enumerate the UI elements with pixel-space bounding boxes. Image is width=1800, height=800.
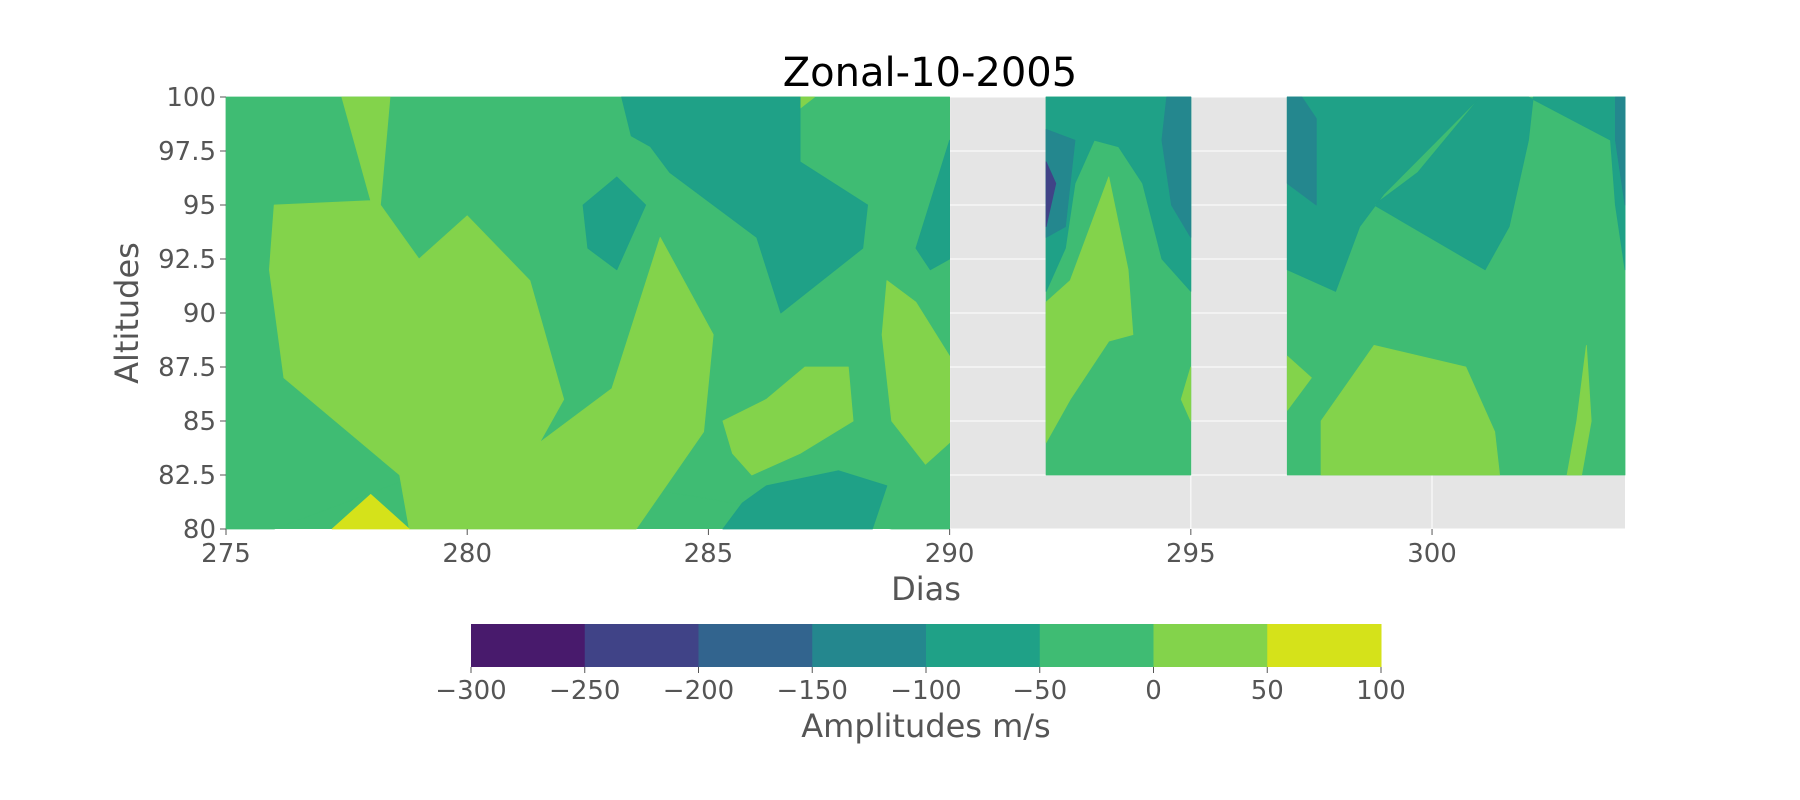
y-tick-label: 82.5 bbox=[158, 461, 216, 491]
colorbar: −300 −250 −200 −150 −100 −50 0 50 100 bbox=[435, 624, 1406, 706]
contour-band bbox=[1045, 176, 1134, 444]
contour-band bbox=[1286, 96, 1626, 292]
colorbar-tick-label: −300 bbox=[435, 676, 506, 706]
contour-band bbox=[1615, 96, 1626, 206]
colorbar-segment bbox=[812, 624, 927, 667]
y-axis-label: Altitudes bbox=[108, 242, 146, 384]
x-tick-label: 280 bbox=[442, 539, 492, 569]
colorbar-tick-label: −250 bbox=[549, 676, 620, 706]
contour-band bbox=[1180, 366, 1192, 422]
colorbar-tick-label: 100 bbox=[1356, 676, 1406, 706]
contour-band bbox=[1320, 344, 1500, 476]
plot-area bbox=[225, 96, 1626, 530]
y-tick-label: 80 bbox=[183, 515, 216, 545]
y-tick-label: 97.5 bbox=[158, 137, 216, 167]
x-tick-label: 295 bbox=[1166, 539, 1216, 569]
x-tick-label: 300 bbox=[1407, 539, 1457, 569]
x-axis-ticks: 275 280 285 290 295 300 bbox=[201, 529, 1457, 569]
colorbar-tick-label: 50 bbox=[1251, 676, 1284, 706]
colorbar-tick-label: −150 bbox=[777, 676, 848, 706]
contour-band bbox=[582, 176, 647, 271]
contour-band bbox=[722, 366, 854, 476]
contour-band bbox=[1566, 344, 1592, 476]
colorbar-segment bbox=[698, 624, 813, 667]
y-tick-label: 85 bbox=[183, 407, 216, 437]
x-axis-label: Dias bbox=[891, 570, 961, 608]
y-axis-ticks: 80 82.5 85 87.5 90 92.5 95 97.5 100 bbox=[158, 83, 226, 545]
colorbar-segment bbox=[1153, 624, 1268, 667]
x-tick-label: 290 bbox=[925, 539, 975, 569]
colorbar-segment bbox=[926, 624, 1041, 667]
y-tick-label: 95 bbox=[183, 191, 216, 221]
contour-band bbox=[722, 470, 888, 530]
colorbar-tick-label: −100 bbox=[890, 676, 961, 706]
colorbar-tick-label: 0 bbox=[1145, 676, 1162, 706]
contour-band bbox=[1286, 355, 1312, 411]
colorbar-tick-label: −50 bbox=[1012, 676, 1067, 706]
chart-title: Zonal-10-2005 bbox=[783, 50, 1077, 96]
y-tick-label: 100 bbox=[166, 83, 216, 113]
contour-band bbox=[1286, 96, 1317, 206]
x-tick-label: 275 bbox=[201, 539, 251, 569]
contour-band bbox=[621, 96, 868, 314]
colorbar-tick-label: −200 bbox=[663, 676, 734, 706]
y-tick-label: 90 bbox=[183, 299, 216, 329]
colorbar-segment bbox=[1267, 624, 1382, 667]
y-tick-label: 87.5 bbox=[158, 353, 216, 383]
colorbar-segment bbox=[471, 624, 586, 667]
colorbar-segment bbox=[1039, 624, 1154, 667]
contour-band bbox=[268, 96, 714, 530]
colorbar-label: Amplitudes m/s bbox=[801, 707, 1050, 745]
contour-band bbox=[915, 139, 950, 271]
contour-band bbox=[1161, 96, 1192, 238]
contour-bands bbox=[225, 96, 1626, 530]
x-tick-label: 285 bbox=[684, 539, 734, 569]
contour-band bbox=[881, 280, 950, 465]
contour-band bbox=[331, 493, 410, 530]
contour-band bbox=[1045, 161, 1057, 228]
colorbar-segment bbox=[584, 624, 699, 667]
y-tick-label: 92.5 bbox=[158, 245, 216, 275]
